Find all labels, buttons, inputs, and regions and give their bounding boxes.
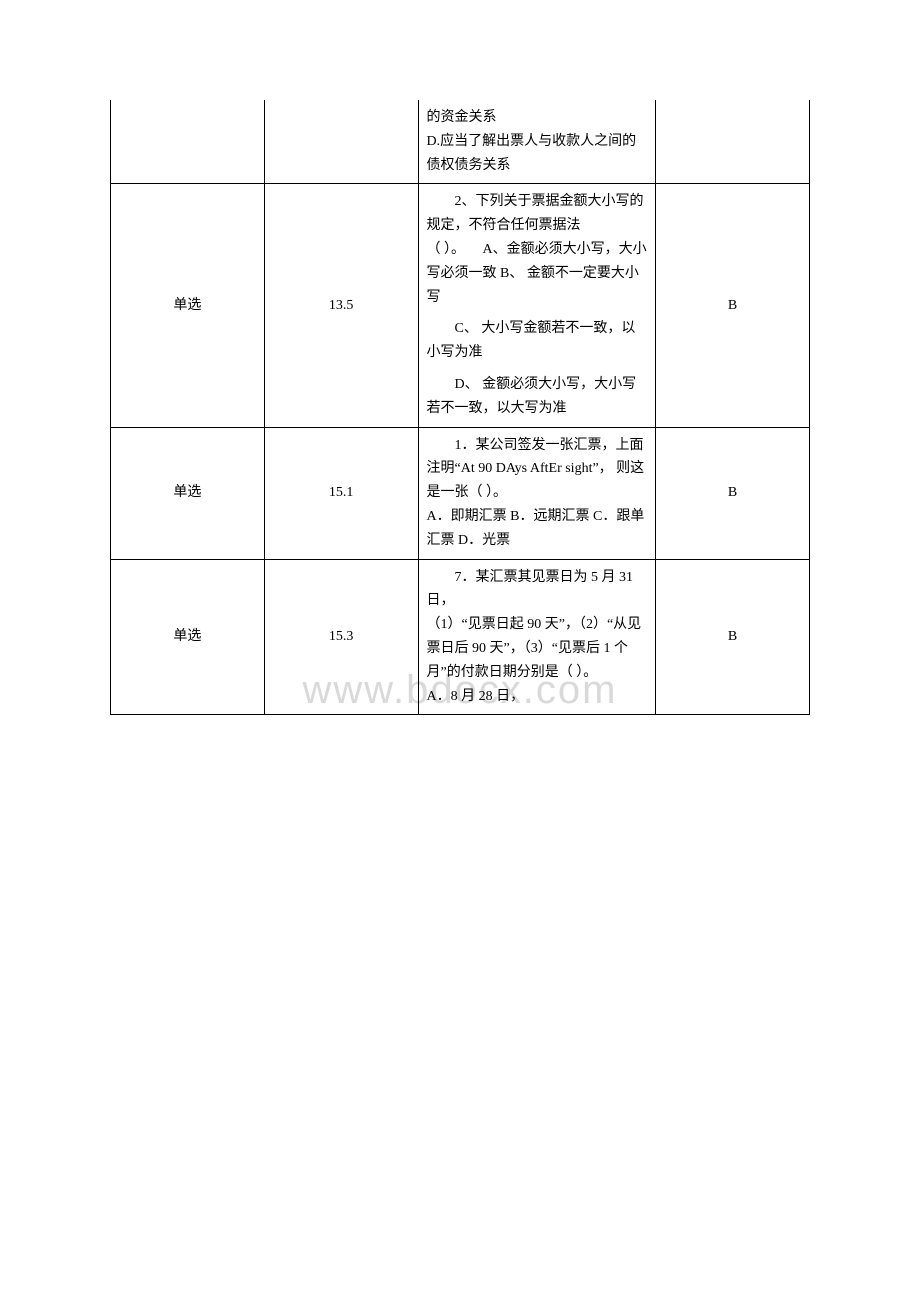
cell-type: 单选: [111, 184, 265, 427]
table-row: 的资金关系D.应当了解出票人与收款人之间的债权债务关系: [111, 100, 810, 184]
question-table: 的资金关系D.应当了解出票人与收款人之间的债权债务关系单选13.52、下列关于票…: [110, 100, 810, 715]
cell-answer: [656, 100, 810, 184]
cell-number: 15.1: [264, 427, 418, 559]
cell-type: 单选: [111, 427, 265, 559]
cell-number: 13.5: [264, 184, 418, 427]
cell-type: 单选: [111, 559, 265, 715]
table-row: 单选15.37．某汇票其见票日为 5 月 31 日，（1）“见票日起 90 天”…: [111, 559, 810, 715]
table-row: 单选13.52、下列关于票据金额大小写的规定，不符合任何票据法（ ）。 A、金额…: [111, 184, 810, 427]
table-row: 单选15.11．某公司签发一张汇票，上面注明“At 90 DAys AftEr …: [111, 427, 810, 559]
cell-question: 2、下列关于票据金额大小写的规定，不符合任何票据法（ ）。 A、金额必须大小写，…: [418, 184, 656, 427]
cell-number: 15.3: [264, 559, 418, 715]
cell-question: 1．某公司签发一张汇票，上面注明“At 90 DAys AftEr sight”…: [418, 427, 656, 559]
cell-answer: B: [656, 427, 810, 559]
cell-answer: B: [656, 184, 810, 427]
cell-type: [111, 100, 265, 184]
cell-question: 的资金关系D.应当了解出票人与收款人之间的债权债务关系: [418, 100, 656, 184]
cell-question: 7．某汇票其见票日为 5 月 31 日，（1）“见票日起 90 天”，（2）“从…: [418, 559, 656, 715]
cell-answer: B: [656, 559, 810, 715]
cell-number: [264, 100, 418, 184]
